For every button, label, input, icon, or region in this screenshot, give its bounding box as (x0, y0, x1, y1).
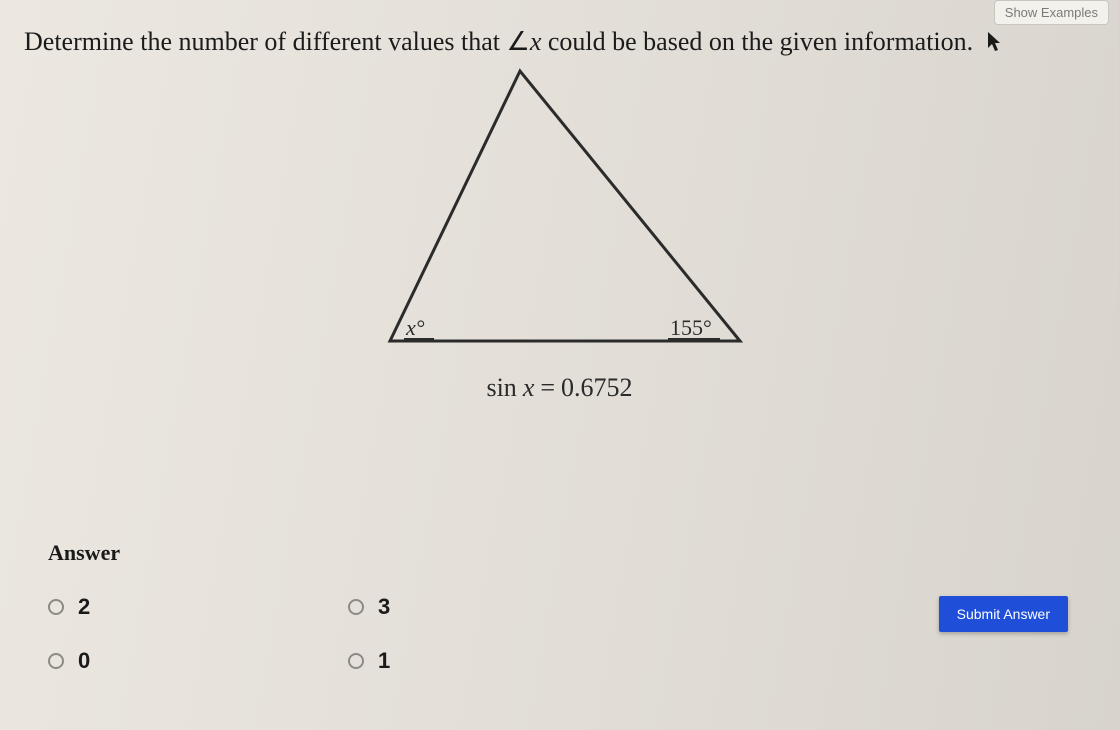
equation-rhs: 0.6752 (561, 373, 633, 403)
answer-section: Answer 2 3 0 1 Submit Answer (48, 540, 1068, 674)
radio-icon (348, 653, 364, 669)
left-angle-label: x° (405, 315, 425, 340)
option-0[interactable]: 2 (48, 594, 308, 620)
option-label: 0 (78, 648, 90, 674)
figure-area: x° 155° sin x = 0.6752 (24, 51, 1095, 403)
equation-equals: = (540, 373, 555, 403)
submit-answer-button[interactable]: Submit Answer (939, 596, 1068, 632)
option-label: 1 (378, 648, 390, 674)
equation-variable: x (523, 373, 535, 403)
radio-icon (48, 599, 64, 615)
radio-icon (48, 653, 64, 669)
cursor-icon (986, 26, 1002, 61)
top-controls: Show Examples (994, 0, 1109, 25)
right-angle-label: 155° (670, 315, 712, 340)
triangle-shape (390, 71, 740, 341)
option-label: 2 (78, 594, 90, 620)
radio-icon (348, 599, 364, 615)
show-examples-button[interactable]: Show Examples (994, 0, 1109, 25)
option-1[interactable]: 3 (348, 594, 608, 620)
equation-function: sin (486, 373, 516, 403)
option-2[interactable]: 0 (48, 648, 308, 674)
page-root: Show Examples Determine the number of di… (0, 0, 1119, 730)
answer-heading: Answer (48, 540, 1068, 566)
answer-options: 2 3 0 1 (48, 594, 608, 674)
equation: sin x = 0.6752 (486, 373, 632, 403)
option-3[interactable]: 1 (348, 648, 608, 674)
triangle-diagram: x° 155° (340, 51, 780, 361)
option-label: 3 (378, 594, 390, 620)
